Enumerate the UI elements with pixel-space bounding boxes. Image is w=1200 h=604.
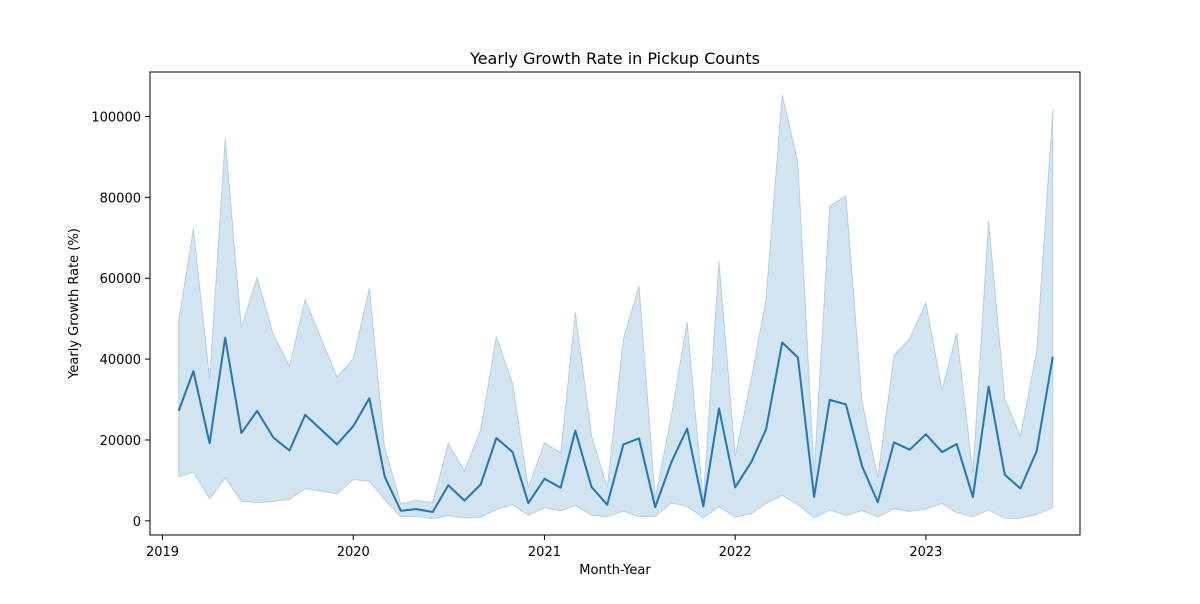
x-tick-label: 2023 — [909, 545, 942, 560]
y-tick-label: 20000 — [100, 434, 141, 449]
x-tick-label: 2019 — [146, 545, 179, 560]
x-tick-label: 2022 — [719, 545, 752, 560]
y-axis-label: Yearly Growth Rate (%) — [67, 228, 82, 380]
y-tick-label: 60000 — [100, 272, 141, 287]
y-tick-label: 100000 — [91, 110, 141, 125]
chart-title: Yearly Growth Rate in Pickup Counts — [469, 49, 760, 68]
y-axis-ticks: 0 20000 40000 60000 80000 100000 — [91, 110, 150, 530]
x-axis-label: Month-Year — [579, 563, 651, 578]
plot-frame — [149, 71, 1081, 536]
series-line-layer — [177, 336, 1054, 513]
y-tick-label: 80000 — [100, 191, 141, 206]
x-tick-label: 2020 — [337, 545, 370, 560]
confidence-band-layer — [178, 94, 1054, 520]
y-tick-label: 0 — [133, 515, 141, 530]
x-tick-label: 2021 — [528, 545, 561, 560]
series-line — [177, 336, 1054, 513]
x-axis-ticks: 2019 2020 2021 2022 2023 — [146, 535, 942, 560]
confidence-band — [178, 94, 1054, 520]
y-tick-label: 40000 — [100, 353, 141, 368]
